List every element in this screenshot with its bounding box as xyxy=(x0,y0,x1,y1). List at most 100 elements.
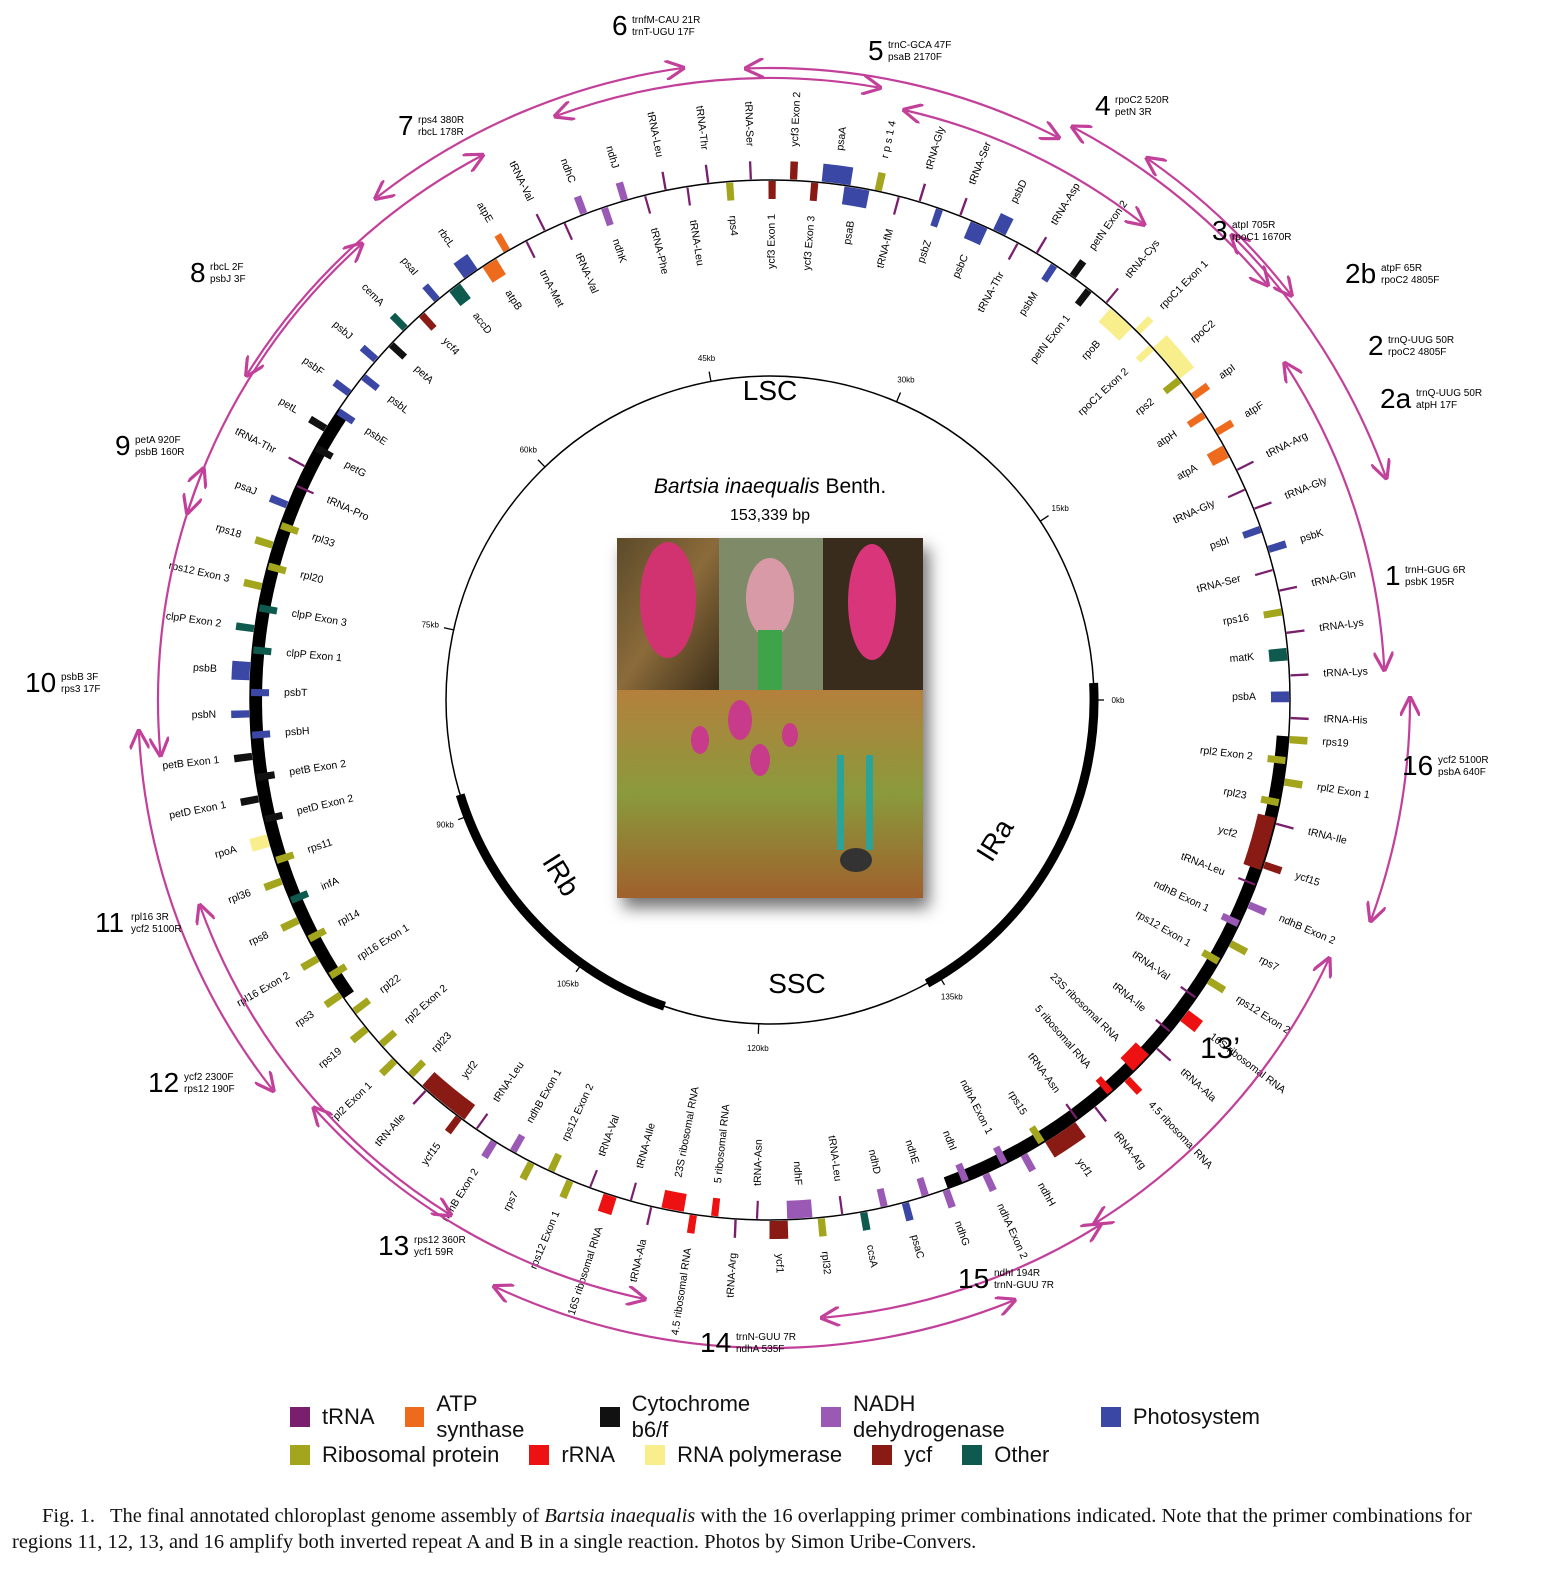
gene-label-trnP: tRNA-Pro xyxy=(325,494,371,524)
legend-item: Photosystem xyxy=(1100,1404,1260,1430)
gene-ndhAe1 xyxy=(992,1145,1008,1165)
kb-tick-label: 75kb xyxy=(422,621,440,630)
gene-rpl22 xyxy=(352,997,372,1014)
legend-label: tRNA xyxy=(322,1404,375,1429)
primer-line1-9: petA 920F xyxy=(135,435,181,446)
gene-label-trnF: tRNA-Phe xyxy=(648,227,671,276)
gene-label-rrn45b: 4.5 ribosomal RNA xyxy=(669,1247,694,1336)
gene-label-trnAb: tRNA-Ala xyxy=(628,1238,650,1283)
gene-label-ycf3e2: ycf3 Exon 2 xyxy=(789,91,803,147)
gene-psaC xyxy=(901,1202,914,1222)
gene-label-trnG: tRNA-Gly xyxy=(1283,474,1329,502)
gene-petNe1 xyxy=(1074,288,1092,307)
gene-label-atpH: atpH xyxy=(1154,428,1179,450)
gene-rpl2e2a xyxy=(1267,755,1286,765)
gene-label-rps8: rps8 xyxy=(247,929,271,949)
gene-label-trnRb: tRNA-Arg xyxy=(724,1252,739,1298)
genome-ring xyxy=(249,179,1291,1221)
gene-label-ndhI: ndhI xyxy=(940,1129,959,1152)
pruners xyxy=(837,755,844,850)
gene-ycf3e3 xyxy=(809,182,819,202)
gene-label-trnG2: tRNA-Gly xyxy=(1171,497,1217,526)
gene-label-trnL: tRNA-Leu xyxy=(687,219,706,267)
gene-label-trnRa: tRNA-Arg xyxy=(1111,1129,1149,1172)
gene-label-rpoC1e2: rpoC1 Exon 2 xyxy=(1076,366,1131,418)
gene-trnS xyxy=(1254,569,1273,577)
legend-row-1: tRNA ATP synthase Cytochrome b6/f NADH dehy… xyxy=(290,1391,1290,1442)
flower-1 xyxy=(640,542,696,658)
primer-line2-15: trnN-GUU 7R xyxy=(994,1280,1054,1291)
gene-ycf4 xyxy=(419,312,437,331)
gene-ndhH xyxy=(1020,1153,1037,1173)
gene-label-psbM: psbM xyxy=(1017,290,1041,318)
gene-label-trnV: tRNA-Val xyxy=(572,251,600,295)
gene-label-ycf4: ycf4 xyxy=(440,335,462,357)
gene-label-trnfM: tRNA-fM xyxy=(874,228,896,270)
primer-arrow-14 xyxy=(824,1226,1099,1318)
gene-ccsA xyxy=(860,1211,871,1231)
gene-trnIa2 xyxy=(1155,1018,1171,1033)
gene-trnIa xyxy=(1275,822,1294,830)
gene-label-trnT3: tRNA-Thr xyxy=(233,426,278,457)
legend-label: RNA polymerase xyxy=(677,1442,843,1467)
gene-label-rps19b: rps19 xyxy=(316,1045,344,1071)
gene-petDe2 xyxy=(264,811,284,823)
ira-outer xyxy=(943,735,1289,1189)
primer-line1-12: ycf2 2300F xyxy=(184,1072,233,1083)
ira-arc xyxy=(924,682,1099,988)
gene-trnQ xyxy=(1279,585,1298,592)
gene-trnV2 xyxy=(535,213,546,231)
primer-arrows xyxy=(139,68,1410,1350)
caption-text-2: with the 16 overlapping primer combinati… xyxy=(12,1505,1472,1553)
gene-label-rpl32: rpl32 xyxy=(819,1251,833,1276)
gene-label-rps14: r p s 1 4 xyxy=(879,120,899,160)
gene-label-petA: petA xyxy=(412,363,436,387)
primer-line2-3: rpoC1 1670R xyxy=(1232,232,1291,243)
gene-label-trnL3: tRNA-Leu xyxy=(825,1135,843,1182)
gene-label-rps12e1b: rps12 Exon 1 xyxy=(528,1209,563,1271)
primer-number-6: 6 xyxy=(612,10,628,41)
gene-rps18 xyxy=(254,536,274,549)
gene-label-trnIb2: tRNA-AIle xyxy=(634,1122,658,1170)
gene-label-atpB: atpB xyxy=(503,288,525,313)
gene-trnT3 xyxy=(288,456,305,468)
gene-rrn23b xyxy=(661,1189,687,1212)
primer-arrow-15 xyxy=(1096,960,1328,1222)
gene-psaJ xyxy=(268,494,289,509)
gene-rps3 xyxy=(323,991,343,1009)
gene-label-rpl33: rpl33 xyxy=(310,531,336,550)
primer-line2-10: rps3 17F xyxy=(61,684,100,695)
gene-label-atpE: atpE xyxy=(474,200,495,225)
gene-label-rps4: rps4 xyxy=(726,215,740,236)
gene-rpl14 xyxy=(307,927,327,943)
gene-clpPe3 xyxy=(258,604,278,615)
gene-label-psbB: psbB xyxy=(193,662,218,675)
gene-petG xyxy=(314,444,334,460)
gene-label-ndhE: ndhE xyxy=(903,1138,922,1165)
label-13-prime: 13’ xyxy=(1200,1032,1240,1065)
gene-trnD xyxy=(1035,236,1048,254)
gene-rps7a xyxy=(1228,940,1249,956)
primer-line1-10: psbB 3F xyxy=(61,672,98,683)
gene-label-trnLb: tRNA-Leu xyxy=(491,1060,527,1105)
gene-ndhD xyxy=(876,1187,888,1208)
legend-label: ATP synthase xyxy=(436,1391,525,1442)
gene-trnM xyxy=(525,241,536,259)
legend-label: ycf xyxy=(904,1442,933,1467)
primer-line2-16: psbA 640F xyxy=(1438,767,1486,778)
legend-row-2: Ribosomal protein rRNA RNA polymerase ycf Ot… xyxy=(290,1436,1290,1474)
gene-trnIb2 xyxy=(629,1182,637,1201)
gene-rpl23b xyxy=(408,1059,427,1078)
kb-tick-mark xyxy=(1039,515,1049,522)
legend-swatch xyxy=(529,1445,550,1465)
gene-label-petDe1: petD Exon 1 xyxy=(168,799,227,822)
primer-number-5: 5 xyxy=(868,35,884,66)
primer-number-4: 4 xyxy=(1095,90,1111,121)
gene-rps11 xyxy=(275,851,295,864)
gene-label-petL: petL xyxy=(277,395,301,416)
gene-label-ndhK: ndhK xyxy=(610,237,629,264)
legend-swatch xyxy=(599,1407,620,1427)
gene-rpoC1e1 xyxy=(1135,315,1154,334)
gene-rrn45b xyxy=(686,1214,697,1234)
primer-number-8: 8 xyxy=(190,257,206,288)
